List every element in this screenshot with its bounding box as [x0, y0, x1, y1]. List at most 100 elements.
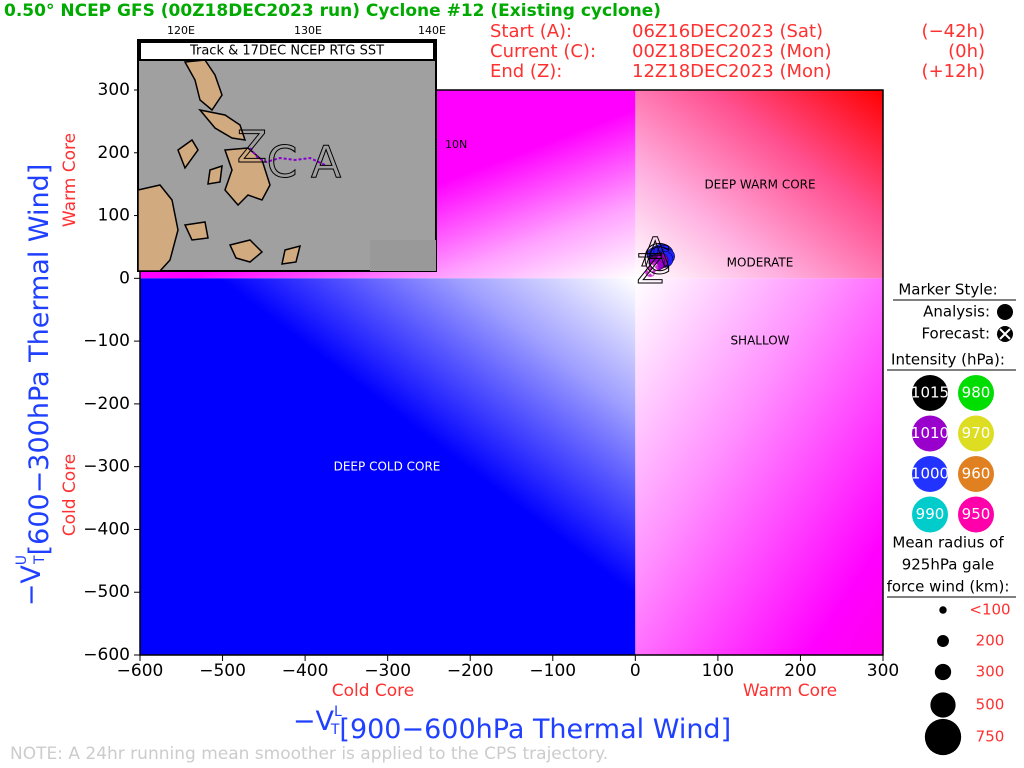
x-tick-label: −400 [282, 661, 329, 681]
radius-label: 200 [976, 632, 1005, 650]
radius-label: 300 [976, 663, 1005, 681]
radius-dot [939, 606, 947, 614]
x-tick-label: 100 [702, 661, 734, 681]
axis-sub: T [330, 722, 340, 738]
x-tick-label: −200 [447, 661, 494, 681]
y-side-label: Cold Core [60, 454, 80, 537]
radius-label: 500 [976, 696, 1005, 714]
y-tick-label: 200 [98, 143, 130, 163]
x-tick-label: −300 [364, 661, 411, 681]
y-tick-label: −500 [83, 582, 130, 602]
intensity-label: 960 [962, 465, 991, 483]
intensity-swatch [958, 496, 994, 533]
land [207, 164, 223, 185]
track-letter: A [641, 230, 669, 276]
x-tick-label: −100 [529, 661, 576, 681]
land [183, 59, 223, 112]
intensity-swatch [912, 496, 948, 533]
radius-label: 750 [976, 728, 1005, 746]
land [137, 184, 179, 272]
land [177, 138, 199, 170]
axis-label: −VU T[600−300hPa Thermal Wind] [14, 164, 55, 607]
intensity-label: 990 [916, 505, 945, 523]
intensity-label: 1015 [911, 384, 949, 402]
intensity-swatch [912, 415, 948, 452]
info-text: (0h) [948, 41, 985, 62]
info-text: Start (A): [490, 21, 572, 42]
y-tick-label: 300 [98, 80, 130, 100]
axis-sup: U [14, 555, 30, 565]
intensity-swatch [958, 456, 994, 492]
radius-dot [937, 635, 949, 647]
axis-text: [600−300hPa Thermal Wind] [24, 164, 55, 556]
track-letter: C [643, 238, 671, 284]
info-text: 12Z18DEC2023 (Mon) [632, 61, 831, 82]
info-text: 06Z16DEC2023 (Sat) [632, 21, 823, 42]
radius-dot [934, 663, 952, 681]
legend: Marker Style: Analysis: Forecast: Intensity… [887, 281, 1016, 756]
axis-sup: L [334, 704, 342, 720]
map-track-label: C [267, 137, 298, 188]
note: NOTE: A 24hr running mean smoother is ap… [10, 744, 608, 764]
quadrant [635, 278, 883, 655]
intensity-swatch [958, 415, 994, 452]
axis-label: −VL T[900−600hPa Thermal Wind] [293, 704, 731, 745]
track-letter: Z [636, 247, 663, 293]
x-side-label: Cold Core [332, 681, 415, 701]
map-title-box [139, 41, 435, 61]
map-track [249, 147, 326, 166]
x-side-label: Warm Core [743, 681, 837, 701]
map-sst [370, 240, 436, 271]
land [183, 221, 209, 241]
plot-frame [139, 89, 884, 656]
info-text: Current (C): [490, 41, 596, 62]
axis-sub: T [32, 555, 48, 565]
y-side-label: Warm Core [60, 133, 80, 227]
intensity-swatch [958, 375, 994, 411]
region-label: DEEP WARM CORE [704, 178, 815, 192]
chart-title: 0.50° NCEP GFS (00Z18DEC2023 run) Cyclon… [4, 1, 661, 21]
axis-symbol: −V [293, 706, 335, 737]
x-tick-label: −600 [117, 661, 164, 681]
y-tick-label: −600 [83, 645, 130, 665]
map-title: Track & 17DEC NCEP RTG SST [189, 44, 384, 59]
y-tick-label: 0 [119, 268, 130, 288]
info-text: (−42h) [922, 21, 985, 42]
info-text: (+12h) [922, 61, 985, 82]
intensity-label: 980 [962, 384, 991, 402]
radius-label: <100 [969, 601, 1010, 619]
axis-symbol: −V [16, 565, 47, 607]
intensity-swatch [912, 456, 948, 492]
map-lon-label: 120E [167, 24, 195, 37]
map-land [137, 59, 302, 272]
region-label: DEEP COLD CORE [334, 460, 441, 474]
x-tick-label: 300 [867, 661, 899, 681]
legend-title: Intensity (hPa): [891, 351, 1005, 369]
y-tick-label: −300 [83, 457, 130, 477]
legend-text: Forecast: [921, 325, 990, 343]
intensity-label: 950 [962, 505, 991, 523]
info-text: 00Z18DEC2023 (Mon) [632, 41, 831, 62]
forecast-cross [646, 268, 654, 276]
quadrant [140, 278, 636, 655]
legend-title: 925hPa gale [902, 556, 995, 574]
y-tick-label: −100 [83, 331, 130, 351]
legend-analysis-symbol [997, 304, 1013, 320]
radius-dot [924, 718, 962, 756]
region-label: SHALLOW [730, 334, 789, 348]
map-lon-label: 140E [418, 24, 446, 37]
map-track-label: A [311, 137, 341, 188]
map-track-label: Z [237, 122, 267, 173]
axis-text: [900−600hPa Thermal Wind] [339, 714, 731, 745]
y-tick-label: −200 [83, 394, 130, 414]
info-text: End (Z): [490, 61, 562, 82]
y-tick-label: 100 [98, 206, 130, 226]
intensity-label: 1010 [911, 424, 949, 442]
land [198, 108, 247, 141]
quadrant [635, 90, 883, 279]
y-tick-label: −400 [83, 519, 130, 539]
legend-title: Marker Style: [898, 281, 997, 299]
land [281, 244, 302, 265]
track: ACZ [636, 230, 675, 294]
